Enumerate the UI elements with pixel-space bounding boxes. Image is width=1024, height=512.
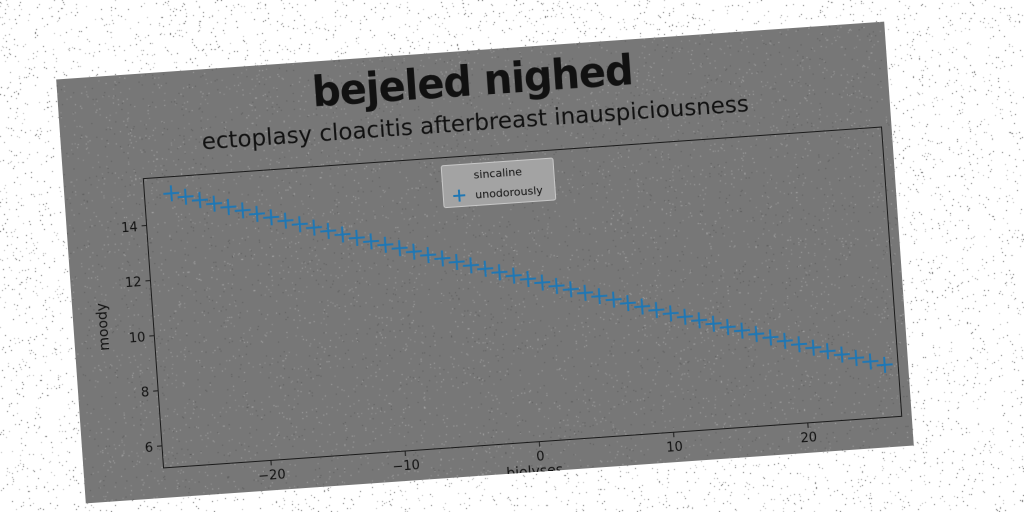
legend-title: sincaline [473,165,522,181]
data-point [305,219,323,236]
data-point [691,312,708,329]
legend-box [440,157,557,209]
data-point [177,188,194,205]
data-point [234,202,251,219]
data-point [876,356,893,373]
legend-marker [453,189,466,202]
data-point [848,349,865,367]
data-point [220,198,237,216]
data-point [377,236,394,253]
data-point [248,205,265,222]
data-point [334,226,351,243]
data-point [719,319,736,336]
data-point [462,257,479,274]
y-tick-label: 14 [121,220,139,236]
data-point [748,325,765,343]
data-point [491,264,508,281]
data-point [405,243,422,260]
data-point [363,233,380,250]
data-point [206,195,223,212]
data-point [191,192,208,209]
data-point [548,277,565,295]
x-tick-label: 10 [666,440,684,456]
data-point [819,343,836,360]
x-tick-label: 20 [800,430,818,446]
data-point [562,281,579,298]
plot-frame [142,126,903,469]
data-point [263,209,280,226]
data-point [833,346,850,363]
data-point [534,274,551,291]
data-point [705,315,722,332]
x-tick-label: −20 [258,467,286,484]
y-tick-label: 10 [128,330,146,346]
legend-entry-label: unodorously [475,184,544,202]
x-tick-label: 0 [536,449,545,465]
data-point [320,222,337,240]
y-tick-label: 6 [144,441,153,457]
data-point [434,250,451,267]
y-tick-label: 12 [125,275,143,291]
data-point [619,295,636,312]
data-point [862,353,879,370]
data-point [676,308,693,325]
data-point [577,284,594,301]
data-point [791,336,808,353]
data-point [448,253,465,270]
data-point [420,247,437,264]
y-axis-label: moody [94,302,113,351]
data-point [505,267,522,284]
series-0 [163,185,893,373]
data-point [648,301,665,319]
data-point [277,212,294,229]
data-point [762,329,779,346]
data-point [391,240,408,257]
data-point [805,339,822,356]
data-point [477,260,494,277]
data-point [519,271,537,288]
data-point [591,288,608,305]
data-point [776,332,793,349]
data-point [163,185,180,202]
chart-figure: bejeled nighed ectoplasy cloacitis after… [56,21,914,504]
data-point [348,229,365,246]
data-point [605,291,622,308]
data-point [733,322,751,339]
x-tick-label: −10 [392,458,420,475]
data-point [662,305,679,322]
y-tick-label: 8 [140,385,149,401]
data-point [291,216,308,233]
scatter-chart: −20−100102068101214biolysesmoodysincalin… [94,126,903,484]
data-point [634,298,651,315]
